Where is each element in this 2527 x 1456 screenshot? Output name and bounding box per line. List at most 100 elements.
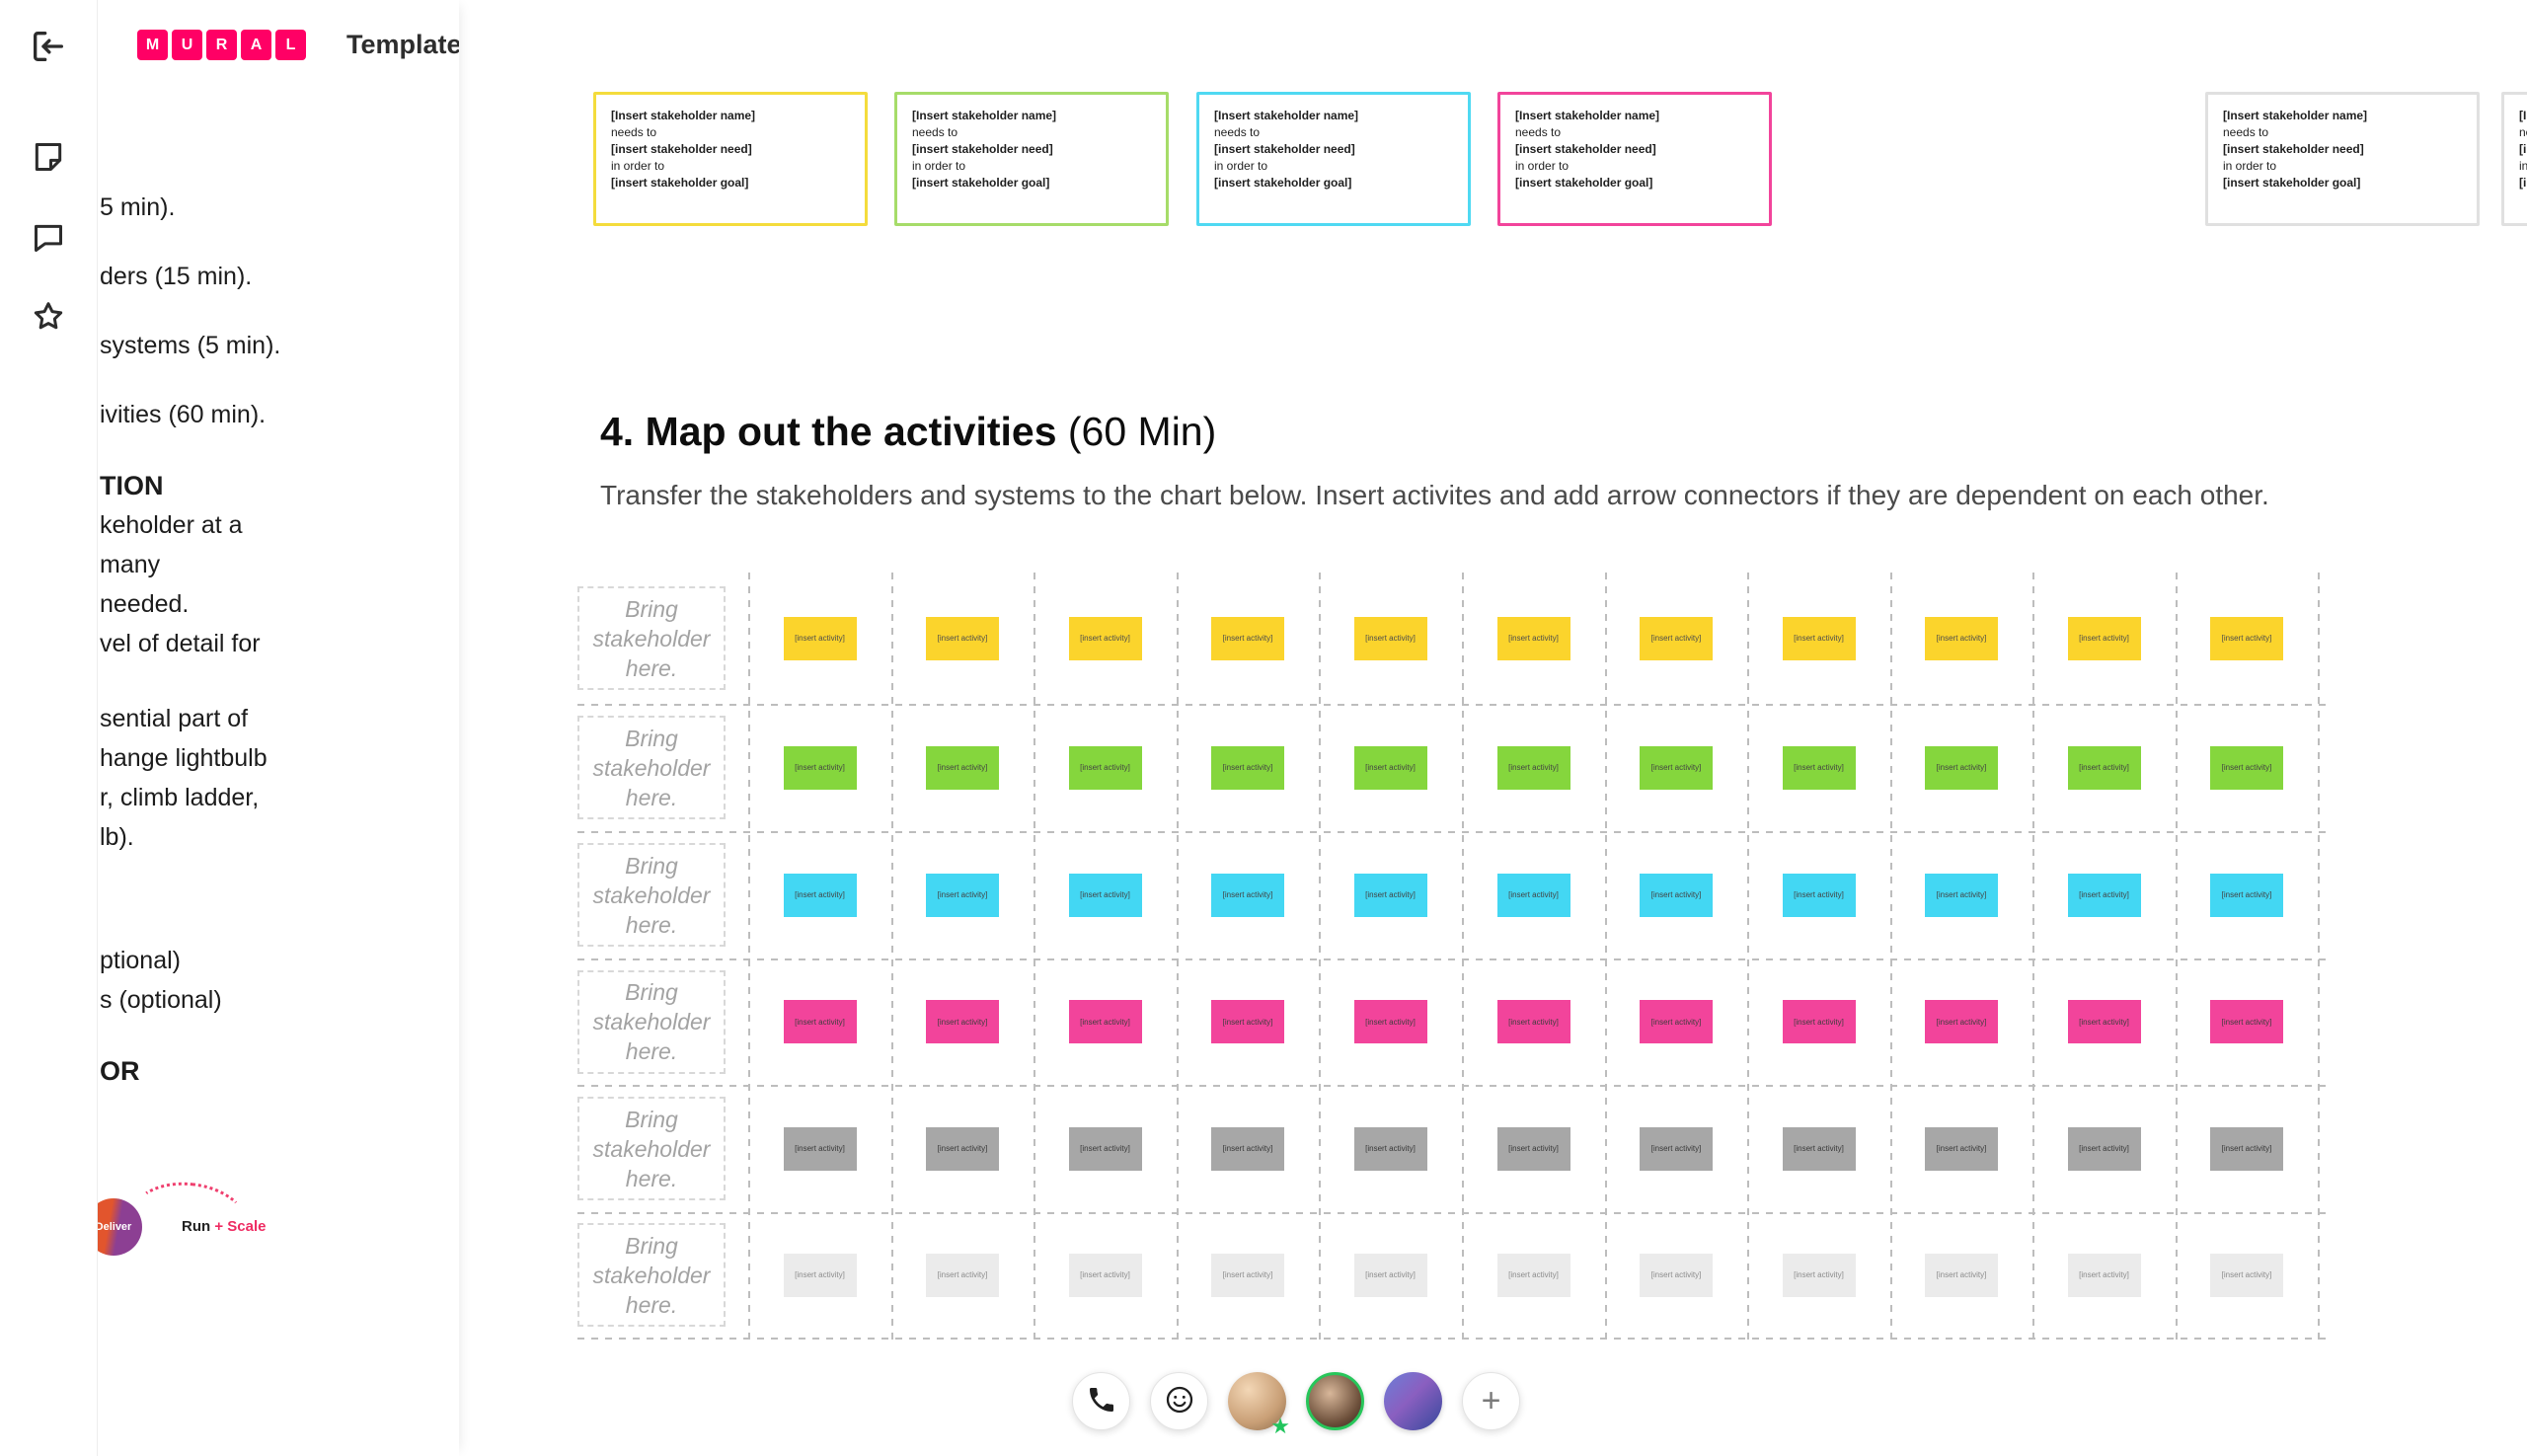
grid-vline xyxy=(2032,573,2034,1340)
activity-sticky[interactable]: [insert activity] xyxy=(1782,1126,1856,1171)
activity-sticky[interactable]: [insert activity] xyxy=(1496,873,1570,917)
activity-sticky[interactable]: [insert activity] xyxy=(926,745,999,790)
activity-sticky[interactable]: [insert activity] xyxy=(1640,1126,1713,1171)
activity-sticky[interactable]: [insert activity] xyxy=(1640,745,1713,790)
stakeholder-card[interactable]: [Insert stakeholder name] needs to [insert… xyxy=(2501,92,2527,226)
activity-sticky[interactable]: [insert activity] xyxy=(2210,1253,2283,1297)
activity-sticky[interactable]: [insert activity] xyxy=(1640,1000,1713,1043)
stakeholder-card-line: [insert stakeholder goal] xyxy=(1214,176,1352,190)
activity-sticky[interactable]: [insert activity] xyxy=(1353,745,1427,790)
activity-sticky[interactable]: [insert activity] xyxy=(1068,873,1142,917)
outline-paragraph: sential part of hange lightbulb r, climb l… xyxy=(100,699,455,857)
activity-sticky[interactable]: [insert activity] xyxy=(1068,745,1142,790)
activity-sticky[interactable]: [insert activity] xyxy=(2067,745,2141,790)
outline-paragraph: ders (15 min). xyxy=(100,257,455,296)
bring-stakeholder-dropzone[interactable]: Bring stakeholder here. xyxy=(577,1097,726,1200)
outline-text-line: keholder at a xyxy=(100,511,243,539)
activity-sticky[interactable]: [insert activity] xyxy=(1925,873,1998,917)
activity-sticky[interactable]: [insert activity] xyxy=(1068,1253,1142,1297)
sticky-note-tool-button[interactable] xyxy=(27,136,70,180)
activity-sticky[interactable]: [insert activity] xyxy=(1211,745,1284,790)
activity-sticky[interactable]: [insert activity] xyxy=(2067,1000,2141,1043)
stakeholder-card[interactable]: [Insert stakeholder name] needs to [insert… xyxy=(593,92,868,226)
activity-sticky[interactable]: [insert activity] xyxy=(2067,1126,2141,1171)
reactions-button[interactable] xyxy=(1150,1372,1208,1430)
stakeholder-card-line: [insert stakeholder need] xyxy=(2519,142,2527,156)
stakeholder-card-line: in order to xyxy=(2223,159,2277,173)
activity-sticky[interactable]: [insert activity] xyxy=(1925,1253,1998,1297)
bring-stakeholder-dropzone[interactable]: Bring stakeholder here. xyxy=(577,969,726,1074)
activity-sticky[interactable]: [insert activity] xyxy=(1925,1000,1998,1043)
activity-sticky[interactable]: [insert activity] xyxy=(1068,1126,1142,1171)
outline-paragraph: OR xyxy=(100,1051,455,1091)
activity-sticky[interactable]: [insert activity] xyxy=(1925,1126,1998,1171)
activity-sticky[interactable]: [insert activity] xyxy=(783,745,857,790)
participant-avatar-3[interactable] xyxy=(1384,1372,1442,1430)
activity-sticky[interactable]: [insert activity] xyxy=(783,1253,857,1297)
activity-sticky[interactable]: [insert activity] xyxy=(926,1253,999,1297)
activity-sticky[interactable]: [insert activity] xyxy=(1925,616,1998,660)
activity-sticky[interactable]: [insert activity] xyxy=(2210,873,2283,917)
exit-button[interactable] xyxy=(27,26,70,69)
activity-sticky[interactable]: [insert activity] xyxy=(2210,745,2283,790)
activity-sticky[interactable]: [insert activity] xyxy=(783,616,857,660)
activity-sticky[interactable]: [insert activity] xyxy=(2210,1126,2283,1171)
activity-sticky[interactable]: [insert activity] xyxy=(1068,1000,1142,1043)
activity-sticky[interactable]: [insert activity] xyxy=(1353,1000,1427,1043)
activity-sticky[interactable]: [insert activity] xyxy=(926,873,999,917)
activity-sticky[interactable]: [insert activity] xyxy=(1640,616,1713,660)
comments-button[interactable] xyxy=(27,217,70,261)
activity-sticky[interactable]: [insert activity] xyxy=(1211,1126,1284,1171)
activity-sticky[interactable]: [insert activity] xyxy=(1782,745,1856,790)
activity-sticky[interactable]: [insert activity] xyxy=(1496,745,1570,790)
activity-sticky[interactable]: [insert activity] xyxy=(2067,873,2141,917)
activity-sticky[interactable]: [insert activity] xyxy=(926,1126,999,1171)
bring-stakeholder-dropzone[interactable]: Bring stakeholder here. xyxy=(577,1223,726,1327)
activity-sticky[interactable]: [insert activity] xyxy=(1496,1000,1570,1043)
activity-sticky[interactable]: [insert activity] xyxy=(1496,1126,1570,1171)
activity-sticky[interactable]: [insert activity] xyxy=(1496,616,1570,660)
activity-sticky[interactable]: [insert activity] xyxy=(1782,1000,1856,1043)
stakeholder-card[interactable]: [Insert stakeholder name] needs to [insert… xyxy=(2205,92,2480,226)
stakeholder-card[interactable]: [Insert stakeholder name] needs to [insert… xyxy=(1497,92,1772,226)
activity-sticky[interactable]: [insert activity] xyxy=(2067,616,2141,660)
activity-sticky[interactable]: [insert activity] xyxy=(1640,873,1713,917)
bring-stakeholder-dropzone[interactable]: Bring stakeholder here. xyxy=(577,843,726,947)
bring-stakeholder-dropzone[interactable]: Bring stakeholder here. xyxy=(577,716,726,819)
activity-sticky[interactable]: [insert activity] xyxy=(783,1000,857,1043)
activity-sticky[interactable]: [insert activity] xyxy=(1782,873,1856,917)
call-button[interactable] xyxy=(1072,1372,1130,1430)
participant-avatar-1[interactable]: ★ xyxy=(1228,1372,1290,1437)
activity-sticky[interactable]: [insert activity] xyxy=(2210,1000,2283,1043)
activity-sticky[interactable]: [insert activity] xyxy=(1782,616,1856,660)
activity-sticky[interactable]: [insert activity] xyxy=(1353,616,1427,660)
activity-sticky[interactable]: [insert activity] xyxy=(2067,1253,2141,1297)
favorites-button[interactable] xyxy=(27,296,70,340)
activity-sticky[interactable]: [insert activity] xyxy=(1353,1253,1427,1297)
activity-sticky[interactable]: [insert activity] xyxy=(1496,1253,1570,1297)
activity-sticky[interactable]: [insert activity] xyxy=(926,616,999,660)
stakeholder-card[interactable]: [Insert stakeholder name] needs to [insert… xyxy=(894,92,1169,226)
stakeholder-card[interactable]: [Insert stakeholder name] needs to [insert… xyxy=(1196,92,1471,226)
activity-sticky[interactable]: [insert activity] xyxy=(1211,1253,1284,1297)
activity-sticky[interactable]: [insert activity] xyxy=(1925,745,1998,790)
activity-sticky[interactable]: [insert activity] xyxy=(1211,616,1284,660)
activity-sticky[interactable]: [insert activity] xyxy=(1211,873,1284,917)
activity-sticky[interactable]: [insert activity] xyxy=(783,1126,857,1171)
activity-sticky[interactable]: [insert activity] xyxy=(1211,1000,1284,1043)
activity-sticky[interactable]: [insert activity] xyxy=(783,873,857,917)
lifecycle-logo: Deliver Run + Scale xyxy=(97,1176,361,1276)
activity-sticky[interactable]: [insert activity] xyxy=(1782,1253,1856,1297)
activity-sticky[interactable]: [insert activity] xyxy=(1353,1126,1427,1171)
activity-sticky[interactable]: [insert activity] xyxy=(926,1000,999,1043)
activity-sticky[interactable]: [insert activity] xyxy=(1640,1253,1713,1297)
invite-button[interactable]: + xyxy=(1462,1372,1520,1430)
mural-logo-letter: M xyxy=(137,30,168,60)
bring-stakeholder-dropzone[interactable]: Bring stakeholder here. xyxy=(577,586,726,690)
activity-sticky[interactable]: [insert activity] xyxy=(1353,873,1427,917)
participant-avatar-2[interactable] xyxy=(1306,1372,1364,1430)
activity-sticky[interactable]: [insert activity] xyxy=(2210,616,2283,660)
activity-sticky[interactable]: [insert activity] xyxy=(1068,616,1142,660)
outline-text-line: ivities (60 min). xyxy=(100,401,267,428)
